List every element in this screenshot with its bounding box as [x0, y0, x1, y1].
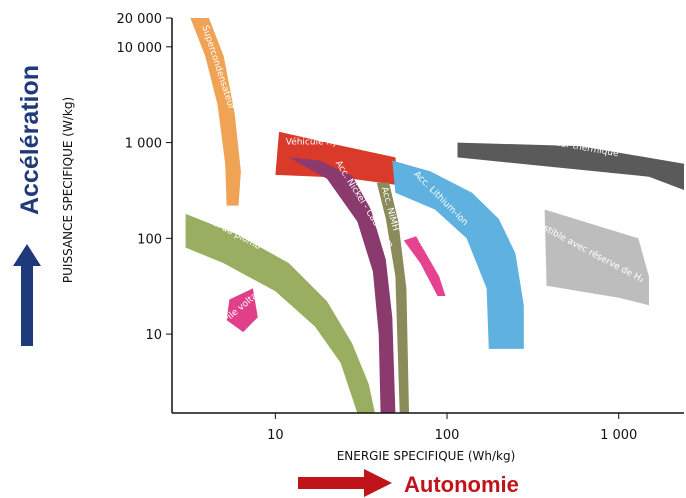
y-arrow-shaft [21, 262, 33, 346]
region-na-nicl [403, 236, 446, 296]
region-acc-au-plomb [185, 213, 375, 413]
y-ticks: 10 100 1 000 10 000 20 000 [117, 12, 172, 343]
x-tick-label: 10 [267, 428, 284, 443]
region-label-vehicule-hybride: Véhicule hybride [286, 137, 361, 148]
x-axis-title: ENERGIE SPECIFIQUE (Wh/kg) [337, 449, 516, 463]
x-tick-label: 1 000 [600, 428, 637, 443]
x-arrow-shaft [298, 477, 368, 489]
x-arrow-label: Autonomie [404, 472, 519, 497]
y-arrow-head [13, 244, 41, 266]
y-tick-label: 10 [145, 328, 162, 343]
y-tick-label: 10 000 [117, 41, 163, 56]
region-acc-nickel-cadmium [289, 157, 396, 413]
y-tick-label: 100 [137, 232, 162, 247]
regions [185, 18, 684, 413]
region-acc-nimh [376, 182, 409, 413]
x-arrow-head [364, 469, 392, 497]
x-tick-label: 100 [435, 428, 460, 443]
region-supercondensateur [190, 18, 241, 206]
y-arrow-label: Accélération [16, 65, 44, 215]
y-tick-label: 1 000 [125, 137, 162, 152]
y-axis-title: PUISSANCE SPECIFIQUE (W/kg) [61, 97, 75, 283]
region-moteur-thermique [457, 142, 684, 190]
region-vehicule-hybride [275, 131, 399, 186]
region-acc-lithium-ion [392, 160, 524, 349]
region-pile-a-combustible-avec-reserve-de-h [544, 209, 649, 306]
region-pile-volta [226, 288, 258, 333]
x-ticks: 10 100 1 000 [267, 413, 637, 443]
y-tick-label: 20 000 [117, 12, 163, 27]
